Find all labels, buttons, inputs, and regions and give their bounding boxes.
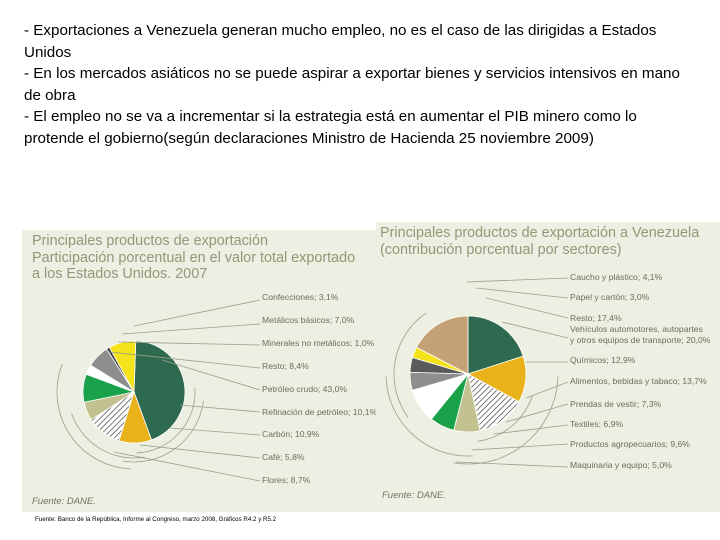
ve-leader-line (471, 443, 569, 451)
venezuela-exports-pie-chart: Caucho y plástico; 4,1% Papel y cartón; 3… (385, 272, 711, 470)
us-leader-line (179, 404, 261, 413)
bullet-1: - Exportaciones a Venezuela generan much… (24, 22, 657, 61)
us-exports-chart-panel: Principales productos de exportación Par… (22, 230, 382, 512)
ve-label-7-0: Productos agropecuarios; 9,6% (570, 439, 690, 449)
us-chart-title-line-1: Principales productos de exportación (32, 233, 268, 249)
us-leader-line (117, 341, 261, 346)
us-label-cafe: Café; 5,8% (262, 452, 305, 462)
ve-leader-line (501, 321, 569, 339)
us-leader-line (161, 359, 261, 391)
ve-label-2-0: Resto; 17,4% (570, 313, 622, 323)
us-connector-arc (136, 387, 196, 454)
venezuela-exports-chart-panel: Principales productos de exportación a V… (376, 222, 720, 512)
us-chart-title-line-3: a los Estados Unidos. 2007 (32, 266, 208, 283)
ve-chart-title: Principales productos de exportación a V… (380, 225, 699, 258)
ve-label-4-0: Alimentos, bebidas y tabaco; 13,7% (570, 376, 707, 386)
us-label-resto: Resto; 8,4% (262, 361, 309, 371)
ve-leader-line (505, 403, 569, 423)
us-leader-line (121, 323, 261, 335)
ve-label-6-0: Textiles; 6,9% (570, 419, 623, 429)
us-label-flores: Flores; 8,7% (262, 475, 311, 485)
us-leader-line (109, 351, 261, 369)
ve-connector-arc (453, 376, 559, 465)
footnote-source: Fuente: Banco de la República, Informe a… (35, 516, 277, 523)
ve-slice-vehiculos-automotores-autopartes-y-otros-equipos-de-transporte (467, 315, 524, 375)
ve-connector-arc (385, 376, 473, 457)
ve-chart-source: Fuente: DANE. (382, 490, 446, 501)
us-connector-arc (71, 413, 145, 459)
us-exports-pie-chart: Confecciones; 3,1% Metálicos básicos; 7,0… (56, 292, 377, 485)
bullet-2: - En los mercados asiáticos no se puede … (24, 65, 680, 104)
ve-leader-line (485, 297, 569, 319)
ve-label-0-0: Caucho y plástico; 4,1% (570, 272, 663, 282)
ve-leader-line (475, 287, 569, 299)
us-label-petroleo-crudo: Petróleo crudo; 43,0% (262, 384, 347, 394)
ve-connector-arc (477, 395, 533, 442)
ve-leader-line (455, 461, 569, 468)
bullet-text-block: - Exportaciones a Venezuela generan much… (24, 20, 700, 150)
us-chart-title: Principales productos de exportación Par… (32, 233, 355, 283)
us-leader-line (133, 299, 261, 327)
ve-leader-line (493, 424, 569, 435)
us-chart-source: Fuente: DANE. (32, 496, 96, 507)
ve-chart-title-line-1: Principales productos de exportación a V… (380, 225, 700, 241)
ve-label-1-0: Papel y cartón; 3,0% (570, 292, 650, 302)
us-connector-arc (56, 363, 131, 470)
us-leader-line (139, 444, 261, 459)
bullet-3: - El empleo no se va a incrementar si la… (24, 108, 637, 147)
us-connector-arc (122, 400, 204, 463)
us-chart-title-line-2: Participación porcentual en el valor tot… (32, 249, 356, 266)
ve-label-2-1: Vehículos automotores, autopartes (570, 324, 703, 334)
us-label-metalicos-basicos: Metálicos básicos; 7,0% (262, 315, 355, 325)
ve-slice-resto (415, 315, 469, 375)
ve-leader-line (465, 277, 569, 283)
us-leader-line (113, 451, 261, 482)
us-label-refinacion-de-petroleo: Refinación de petróleo; 10,1% (262, 407, 377, 417)
us-label-carbon: Carbón; 10,9% (262, 429, 320, 439)
us-leader-line (169, 427, 261, 436)
ve-label-2-2: y otros equipos de transporte; 20,0% (570, 335, 711, 345)
us-label-confecciones: Confecciones; 3,1% (262, 292, 339, 302)
us-label-minerales-no-metalicos: Minerales no metálicos; 1,0% (262, 338, 375, 348)
ve-label-5-0: Prendas de vestir; 7,3% (570, 399, 662, 409)
ve-label-3-0: Químicos; 12,9% (570, 355, 636, 365)
ve-connector-arc (393, 312, 427, 418)
us-slice-petroleo-crudo (133, 340, 186, 441)
ve-chart-title-line-2: (contribución porcentual por sectores) (380, 241, 622, 258)
ve-label-8-0: Maquinaria y equipo; 5,0% (570, 460, 672, 470)
ve-leader-line (525, 381, 569, 399)
